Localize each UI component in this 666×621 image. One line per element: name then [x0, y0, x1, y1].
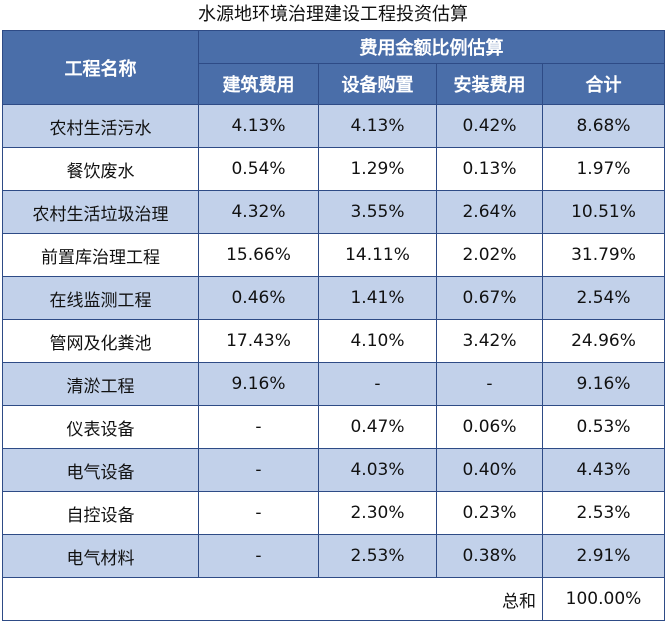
table-row: 清淤工程 9.16% - -9.16% — [2, 362, 665, 406]
row-value: 4.43% — [542, 448, 665, 492]
row-name: 管网及化粪池 — [2, 319, 199, 363]
row-value: 9.16% — [198, 362, 319, 406]
row-value: 17.43% — [198, 319, 319, 363]
row-value: 1.97% — [542, 147, 665, 191]
row-name: 自控设备 — [2, 491, 199, 535]
row-value: 2.30% — [318, 491, 437, 535]
row-value: 4.32% — [198, 190, 319, 234]
table-row: 仪表设备 -0.47% 0.06% 0.53% — [2, 405, 665, 449]
row-value: 4.13% — [318, 104, 437, 148]
row-value: 0.13% — [436, 147, 543, 191]
row-value: - — [198, 405, 319, 449]
table-row: 餐饮废水 0.54% 1.29% 0.13% 1.97% — [2, 147, 665, 191]
row-name: 餐饮废水 — [2, 147, 199, 191]
row-value: 3.42% — [436, 319, 543, 363]
table-row: 电气材料 -2.53% 0.38% 2.91% — [2, 534, 665, 578]
header-col: 安装费用 — [436, 63, 543, 105]
row-value: - — [436, 362, 543, 406]
row-value: 0.54% — [198, 147, 319, 191]
row-value: 2.64% — [436, 190, 543, 234]
header-col: 合计 — [542, 63, 665, 105]
row-value: 8.68% — [542, 104, 665, 148]
row-name: 农村生活垃圾治理 — [2, 190, 199, 234]
table-body: 农村生活污水 4.13% 4.13% 0.42% 8.68% 餐饮废水 0.54% 1.29%… — [2, 104, 665, 621]
row-value: - — [198, 491, 319, 535]
total-label: 总和 — [2, 577, 543, 621]
row-value: 0.53% — [542, 405, 665, 449]
row-value: - — [198, 534, 319, 578]
row-value: 0.06% — [436, 405, 543, 449]
investment-table: 工程名称 费用金额比例估算 建筑费用 设备购置 安装费用 合计 农村生活污水 4.… — [2, 30, 665, 621]
row-value: 2.53% — [542, 491, 665, 535]
header-group: 费用金额比例估算 — [198, 30, 665, 64]
table-row: 农村生活污水 4.13% 4.13% 0.42% 8.68% — [2, 104, 665, 148]
row-name: 前置库治理工程 — [2, 233, 199, 277]
table-row: 在线监测工程 0.46% 1.41% 0.67% 2.54% — [2, 276, 665, 320]
row-value: 0.47% — [318, 405, 437, 449]
row-value: 10.51% — [542, 190, 665, 234]
row-value: 0.38% — [436, 534, 543, 578]
row-name: 农村生活污水 — [2, 104, 199, 148]
header-col: 设备购置 — [318, 63, 437, 105]
row-value: 4.13% — [198, 104, 319, 148]
row-value: 14.11% — [318, 233, 437, 277]
table-row: 自控设备 -2.30% 0.23% 2.53% — [2, 491, 665, 535]
row-value: 9.16% — [542, 362, 665, 406]
table-title: 水源地环境治理建设工程投资估算 — [198, 4, 468, 25]
row-name: 仪表设备 — [2, 405, 199, 449]
row-value: 0.42% — [436, 104, 543, 148]
table-row: 管网及化粪池 17.43% 4.10% 3.42% 24.96% — [2, 319, 665, 363]
row-value: 0.67% — [436, 276, 543, 320]
row-value: 0.40% — [436, 448, 543, 492]
row-value: 2.53% — [318, 534, 437, 578]
row-name: 电气材料 — [2, 534, 199, 578]
row-value: 1.41% — [318, 276, 437, 320]
row-name: 清淤工程 — [2, 362, 199, 406]
row-value: 3.55% — [318, 190, 437, 234]
row-value: 0.46% — [198, 276, 319, 320]
row-value: - — [198, 448, 319, 492]
table-row: 前置库治理工程 15.66% 14.11% 2.02% 31.79% — [2, 233, 665, 277]
row-value: - — [318, 362, 437, 406]
total-row: 总和 100.00% — [2, 577, 665, 621]
row-value: 4.10% — [318, 319, 437, 363]
row-value: 2.54% — [542, 276, 665, 320]
row-value: 2.02% — [436, 233, 543, 277]
row-value: 2.91% — [542, 534, 665, 578]
row-value: 4.03% — [318, 448, 437, 492]
row-name: 在线监测工程 — [2, 276, 199, 320]
row-value: 15.66% — [198, 233, 319, 277]
table-row: 电气设备 -4.03% 0.40% 4.43% — [2, 448, 665, 492]
row-value: 31.79% — [542, 233, 665, 277]
row-name: 电气设备 — [2, 448, 199, 492]
row-value: 1.29% — [318, 147, 437, 191]
row-value: 24.96% — [542, 319, 665, 363]
header-col: 建筑费用 — [198, 63, 319, 105]
row-value: 0.23% — [436, 491, 543, 535]
table-row: 农村生活垃圾治理 4.32% 3.55% 2.64% 10.51% — [2, 190, 665, 234]
header-name: 工程名称 — [2, 30, 199, 105]
total-value: 100.00% — [542, 577, 665, 621]
